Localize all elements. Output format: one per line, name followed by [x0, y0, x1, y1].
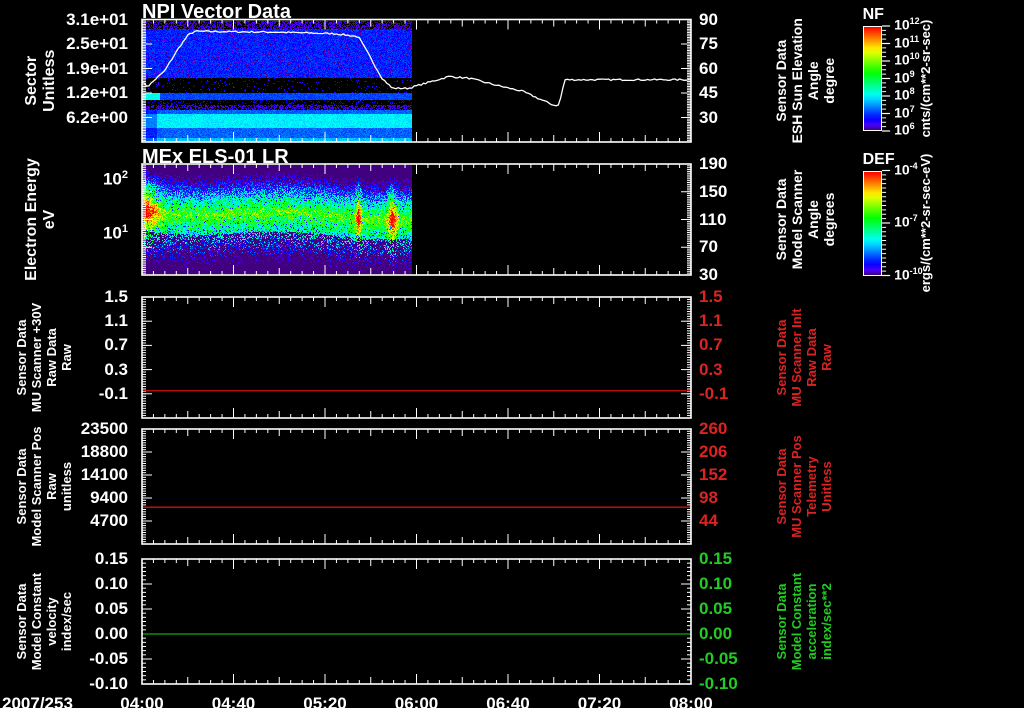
svg-text:Sensor Data: Sensor Data [773, 40, 789, 122]
svg-text:Sensor Data: Sensor Data [774, 583, 789, 660]
svg-text:Telemetry: Telemetry [804, 456, 819, 517]
svg-text:degree: degree [821, 58, 837, 104]
svg-text:Angle: Angle [805, 200, 821, 239]
svg-text:MU Scanner Pos: MU Scanner Pos [789, 435, 804, 538]
svg-text:Sensor Data: Sensor Data [14, 583, 29, 660]
svg-text:Raw Data: Raw Data [804, 327, 819, 386]
svg-text:Angle: Angle [805, 61, 821, 100]
svg-text:Sensor Data: Sensor Data [774, 448, 789, 525]
svg-text:cnts/(cm**2-sr-sec): cnts/(cm**2-sr-sec) [918, 20, 933, 138]
svg-text:Sensor Data: Sensor Data [774, 319, 789, 396]
svg-text:Unitless: Unitless [819, 461, 834, 512]
svg-text:ESH Sun Elevation: ESH Sun Elevation [789, 18, 805, 143]
svg-text:index/sec**2: index/sec**2 [819, 583, 834, 660]
svg-text:MU Scanner Inlt: MU Scanner Inlt [789, 308, 804, 407]
svg-text:acceleration: acceleration [804, 584, 819, 660]
svg-text:Sensor Data: Sensor Data [14, 448, 29, 525]
svg-text:Raw: Raw [819, 343, 834, 371]
svg-text:Model Constant: Model Constant [789, 572, 804, 670]
svg-text:Sensor Data: Sensor Data [773, 178, 789, 260]
svg-text:degrees: degrees [821, 192, 837, 246]
svg-text:Sensor Data: Sensor Data [14, 319, 29, 396]
svg-text:Model Scanner: Model Scanner [789, 169, 805, 269]
